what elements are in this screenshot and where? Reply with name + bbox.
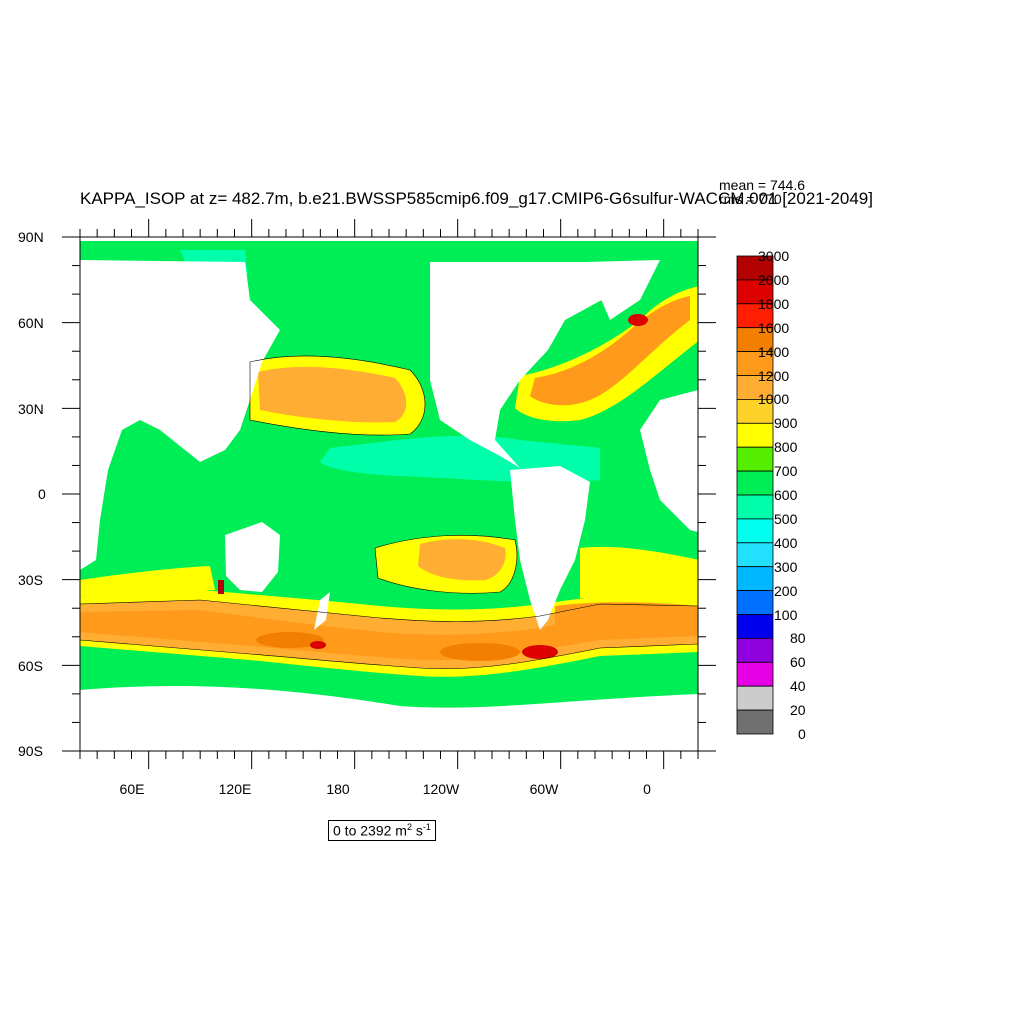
- colorbar-label: 900: [774, 415, 798, 432]
- colorbar-swatch: [736, 446, 774, 472]
- colorbar-swatch: [736, 470, 774, 496]
- drake-passage-high: [522, 645, 558, 659]
- colorbar-label: 2000: [758, 271, 790, 288]
- colorbar-label: 1200: [758, 367, 790, 384]
- colorbar-label: 400: [774, 534, 798, 551]
- axis-ticks: [62, 219, 716, 769]
- contour-north-pacific-gyre: [249, 355, 426, 436]
- x-label-120w: 120W: [422, 781, 460, 797]
- australia-south-high: [310, 641, 326, 649]
- labrador-high: [628, 314, 648, 326]
- north-pacific-gyre-inner: [258, 366, 407, 423]
- land-north-america: [430, 262, 620, 468]
- y-label-60s: 60S: [18, 658, 43, 674]
- value-range-box: 0 to 2392 m2 s-1: [328, 820, 436, 841]
- south-pacific-gyre-inner: [418, 539, 506, 581]
- colorbar-label: 3000: [758, 248, 790, 264]
- contour-southern-ocean-south: [80, 639, 698, 670]
- colorbar-swatch: [736, 422, 774, 448]
- land-africa-east: [640, 390, 698, 532]
- x-label-60w: 60W: [529, 781, 559, 797]
- colorbar-label: 300: [774, 558, 798, 575]
- land-mask: [80, 237, 698, 751]
- gulf-stream-inner: [530, 296, 690, 406]
- y-label-30s: 30S: [18, 572, 43, 588]
- leeuwin-high: [218, 580, 224, 594]
- colorbar-label: 200: [774, 582, 798, 599]
- rms-label: rms = 770: [719, 191, 782, 207]
- map-field: [80, 237, 698, 751]
- colorbar-swatch: [736, 566, 774, 592]
- colorbar-label: 1400: [758, 343, 790, 360]
- colorbar-label: 700: [774, 463, 798, 480]
- colorbar-label: 1800: [758, 295, 790, 312]
- colorbar-label: 500: [774, 510, 798, 527]
- y-label-eq: 0: [38, 486, 46, 502]
- south-pacific-high: [440, 643, 520, 661]
- tasman-high: [256, 632, 324, 648]
- contour-southern-ocean-north: [80, 599, 698, 622]
- range-mid: s: [411, 822, 423, 839]
- colorbar-label: 800: [774, 439, 798, 456]
- x-label-0: 0: [643, 781, 651, 797]
- colorbar-label: 0: [798, 726, 806, 742]
- mean-label: mean = 744.6: [719, 177, 806, 193]
- y-label-90n: 90N: [18, 229, 44, 245]
- indian-ocean-yellow: [80, 566, 215, 596]
- x-label-120e: 120E: [218, 781, 252, 797]
- land-north-polar-cap: [80, 237, 698, 241]
- stats-box: mean = 744.6 rms = 770: [719, 178, 805, 206]
- colorbar-swatch: [736, 590, 774, 615]
- colorbar-label: 80: [790, 630, 806, 647]
- x-label-180: 180: [326, 781, 350, 797]
- colorbar-swatch: [736, 685, 774, 711]
- colorbar-label: 1600: [758, 319, 790, 336]
- plot-title: KAPPA_ISOP at z= 482.7m, b.e21.BWSSP585c…: [80, 189, 873, 208]
- colorbar: [736, 255, 774, 735]
- land-greenland: [585, 260, 660, 320]
- contour-south-pacific-gyre: [374, 535, 518, 594]
- land-new-zealand: [314, 592, 330, 630]
- colorbar-label: 100: [774, 606, 798, 623]
- colorbar-label: 20: [790, 702, 806, 719]
- colorbar-label: 600: [774, 487, 798, 503]
- y-label-30n: 30N: [18, 401, 44, 417]
- range-prefix: 0 to 2392 m: [333, 822, 407, 839]
- colorbar-label: 40: [790, 678, 806, 695]
- colorbar-label: 1000: [758, 391, 790, 408]
- colorbar-swatch: [736, 518, 774, 544]
- range-exp-1: 2: [406, 822, 412, 832]
- south-atlantic-yellow: [580, 546, 698, 600]
- land-eurasia-africa-west: [80, 260, 280, 570]
- colorbar-swatch: [736, 614, 774, 639]
- contour-lines: [80, 355, 698, 670]
- agulhas-orange: [555, 602, 698, 636]
- land-antarctica: [80, 685, 698, 751]
- colorbar-swatch: [736, 638, 774, 663]
- colorbar-swatch: [736, 709, 774, 735]
- colorbar-swatch: [736, 542, 774, 568]
- colorbar-swatch: [736, 661, 774, 687]
- land-south-america: [510, 466, 590, 630]
- range-exp-2: -1: [422, 822, 431, 832]
- colorbar-swatch: [736, 494, 774, 520]
- land-australia: [225, 522, 280, 592]
- x-label-60e: 60E: [119, 781, 145, 797]
- y-label-90s: 90S: [18, 743, 43, 759]
- colorbar-label: 60: [790, 654, 806, 671]
- y-label-60n: 60N: [18, 315, 44, 331]
